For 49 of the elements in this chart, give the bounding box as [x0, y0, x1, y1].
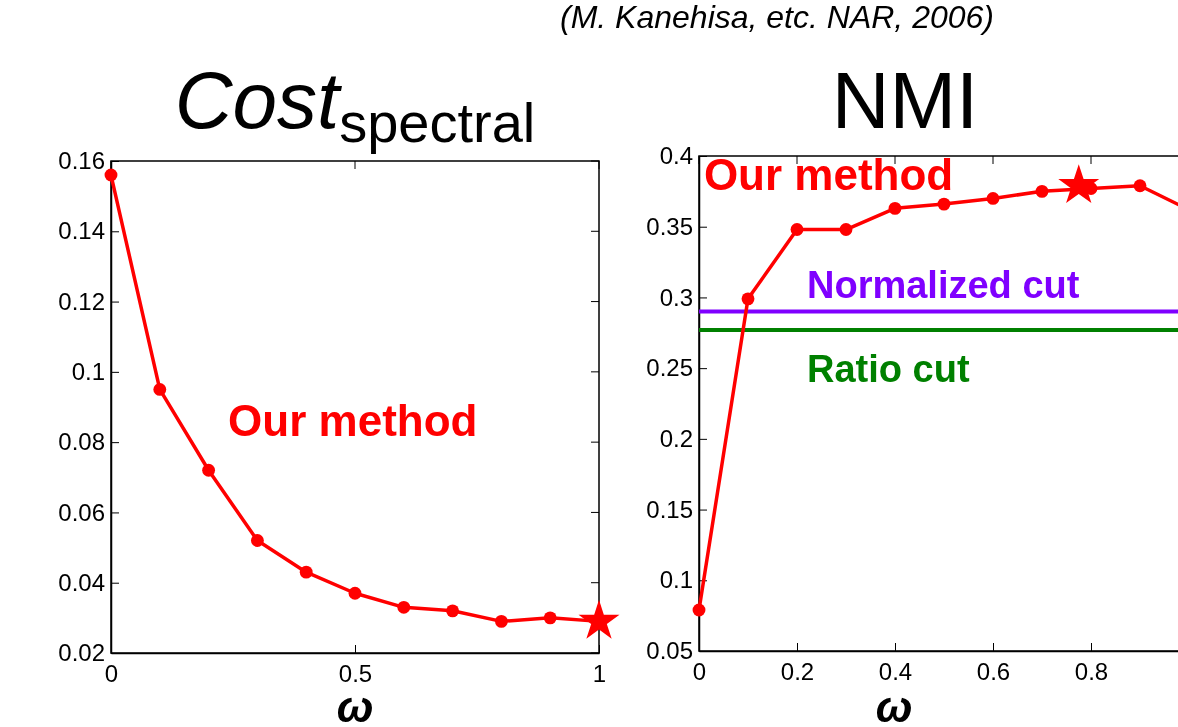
y-tick-label: 0.15 [646, 495, 693, 523]
point [299, 565, 313, 579]
point [741, 292, 755, 306]
point [202, 463, 216, 477]
series-label: Our method [228, 395, 478, 445]
point [397, 600, 411, 614]
point [153, 383, 167, 396]
point [348, 586, 362, 600]
x-tick-label: 0.6 [976, 658, 1011, 686]
point [692, 603, 706, 617]
point [888, 201, 902, 215]
y-tick-label: 0.12 [58, 287, 105, 315]
x-tick-label: 0 [692, 658, 707, 686]
ref-line-label: Normalized cut [807, 263, 1080, 306]
y-tick-label: 0.2 [659, 425, 693, 453]
y-tick-label: 0.05 [646, 637, 693, 665]
point [790, 223, 804, 236]
y-tick-label: 0.08 [58, 428, 105, 456]
point [839, 223, 853, 236]
x-tick-label: 1 [592, 660, 607, 688]
point [446, 604, 460, 618]
y-tick-label: 0.14 [58, 217, 105, 245]
point [494, 614, 508, 628]
y-tick-label: 0.02 [58, 639, 105, 667]
y-tick-label: 0.16 [58, 147, 105, 175]
point [250, 534, 264, 547]
x-tick-label: 0.8 [1074, 658, 1109, 686]
y-tick-label: 0.1 [659, 566, 693, 594]
y-tick-label: 0.25 [646, 354, 693, 382]
point [1133, 179, 1147, 193]
text: (M. Kanehisa, etc. NAR, 2006) [560, 0, 994, 35]
point [104, 168, 118, 182]
x-tick-label: 0.2 [780, 658, 815, 686]
point [1035, 184, 1049, 198]
point [543, 611, 557, 625]
x-tick-label: 0 [104, 660, 119, 688]
y-tick-label: 0.1 [71, 358, 105, 386]
chart-title: Cost$_{spectral}$ [174, 56, 536, 154]
series-label: Our method [703, 149, 954, 199]
y-tick-label: 0.35 [646, 212, 693, 240]
point [937, 197, 951, 211]
point [986, 192, 1000, 205]
y-tick-label: 0.04 [58, 568, 105, 596]
y-tick-label: 0.06 [58, 498, 105, 526]
y-tick-label: 0.3 [659, 283, 693, 311]
ref-line-label: Ratio cut [807, 347, 970, 390]
point [1058, 164, 1100, 204]
y-tick-label: 0.4 [659, 142, 693, 170]
chart-title: NMI [831, 56, 979, 145]
